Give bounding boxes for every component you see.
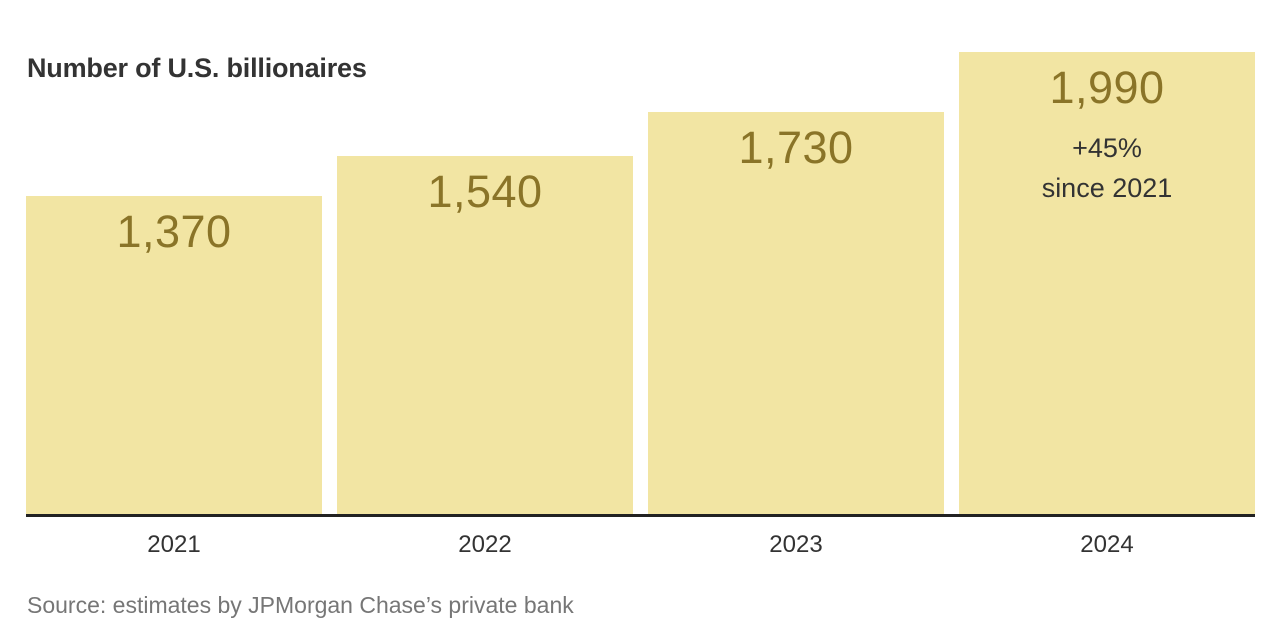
bar-value-label: 1,990: [1049, 62, 1165, 113]
bar-value-label: 1,730: [738, 122, 854, 173]
x-axis-label-2024: 2024: [1080, 531, 1134, 558]
bar-2021: 1,370: [26, 196, 322, 514]
source-note: Source: estimates by JPMorgan Chase’s pr…: [27, 592, 574, 618]
x-axis-label-2022: 2022: [458, 531, 512, 558]
x-axis-label-2021: 2021: [147, 531, 201, 558]
bar-value-label: 1,370: [116, 206, 232, 257]
bar-2023: 1,730: [648, 112, 944, 514]
bar-annotation-line: since 2021: [1041, 173, 1173, 203]
bar-annotation: +45% since 2021: [959, 128, 1255, 208]
chart-title: Number of U.S. billionaires: [27, 53, 367, 83]
x-axis-line: [26, 514, 1255, 517]
bar-value-label: 1,540: [427, 166, 543, 217]
bar-2024: 1,990 +45% since 2021: [959, 52, 1255, 514]
bar-2022: 1,540: [337, 156, 633, 514]
x-axis-label-2023: 2023: [769, 531, 823, 558]
bar-annotation-line: +45%: [1072, 133, 1142, 163]
